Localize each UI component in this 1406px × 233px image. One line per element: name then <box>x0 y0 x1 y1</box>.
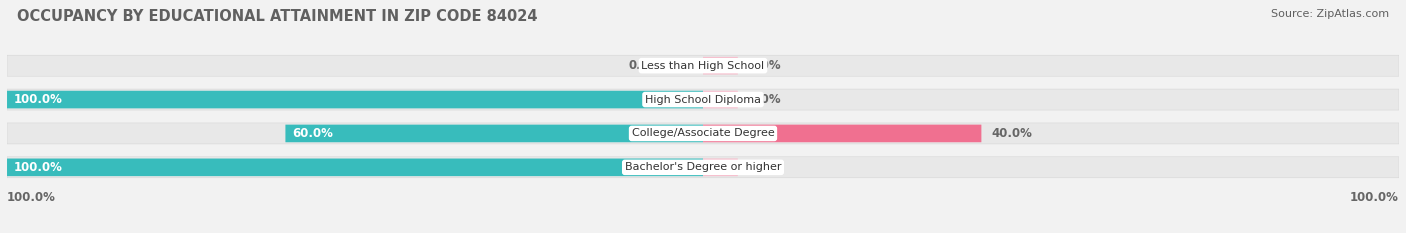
Text: 60.0%: 60.0% <box>292 127 333 140</box>
FancyBboxPatch shape <box>703 158 738 176</box>
Text: 0.0%: 0.0% <box>748 93 780 106</box>
Text: 100.0%: 100.0% <box>1350 191 1399 204</box>
FancyBboxPatch shape <box>7 158 703 176</box>
FancyBboxPatch shape <box>7 91 703 108</box>
FancyBboxPatch shape <box>7 123 1399 144</box>
Text: OCCUPANCY BY EDUCATIONAL ATTAINMENT IN ZIP CODE 84024: OCCUPANCY BY EDUCATIONAL ATTAINMENT IN Z… <box>17 9 537 24</box>
Text: 100.0%: 100.0% <box>7 191 56 204</box>
FancyBboxPatch shape <box>703 57 738 75</box>
FancyBboxPatch shape <box>703 91 738 108</box>
Text: 100.0%: 100.0% <box>14 93 63 106</box>
Text: 0.0%: 0.0% <box>748 161 780 174</box>
Text: 100.0%: 100.0% <box>14 161 63 174</box>
Text: Bachelor's Degree or higher: Bachelor's Degree or higher <box>624 162 782 172</box>
FancyBboxPatch shape <box>7 55 1399 76</box>
FancyBboxPatch shape <box>7 89 1399 110</box>
Text: 0.0%: 0.0% <box>628 59 661 72</box>
Text: Source: ZipAtlas.com: Source: ZipAtlas.com <box>1271 9 1389 19</box>
FancyBboxPatch shape <box>7 157 1399 178</box>
Text: 0.0%: 0.0% <box>748 59 780 72</box>
FancyBboxPatch shape <box>285 125 703 142</box>
FancyBboxPatch shape <box>703 125 981 142</box>
Text: High School Diploma: High School Diploma <box>645 95 761 105</box>
Text: College/Associate Degree: College/Associate Degree <box>631 128 775 138</box>
Text: 40.0%: 40.0% <box>991 127 1032 140</box>
Text: Less than High School: Less than High School <box>641 61 765 71</box>
